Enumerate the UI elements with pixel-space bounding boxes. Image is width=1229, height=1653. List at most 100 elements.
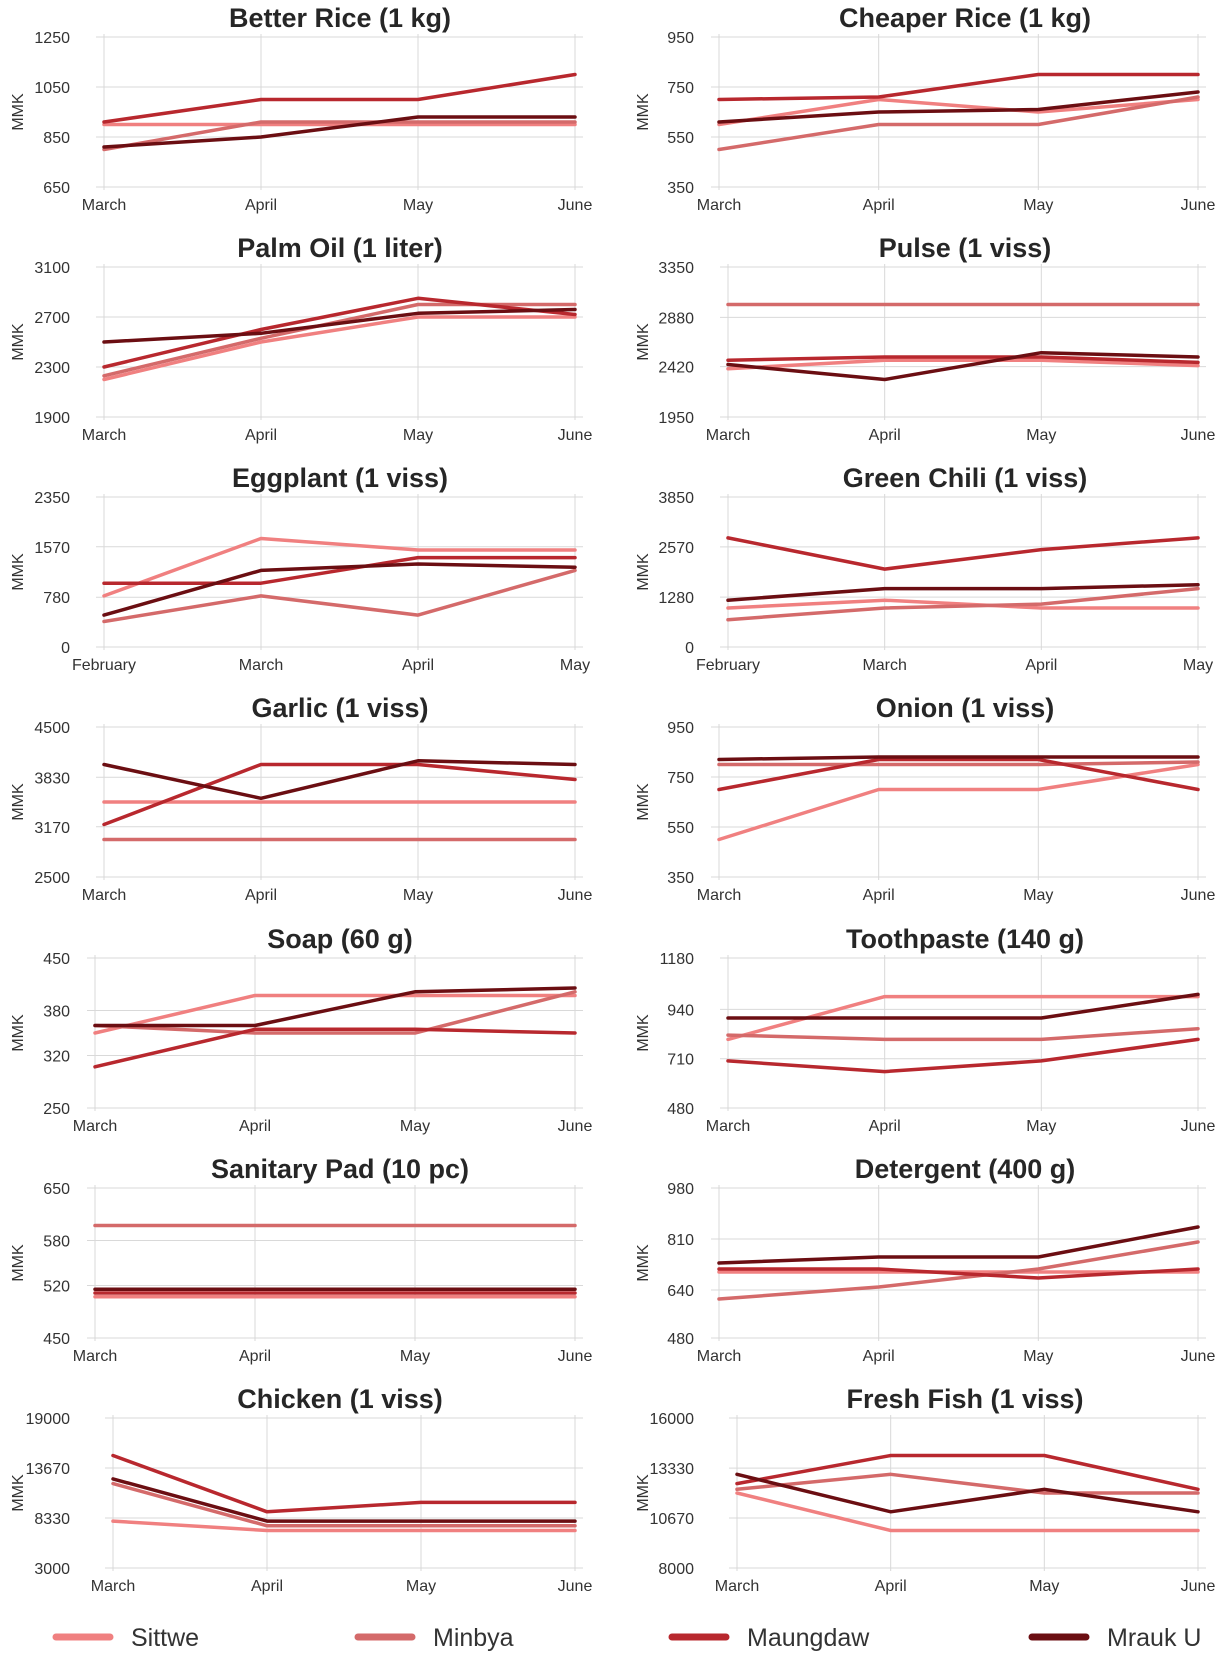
series-line-maungdaw: [93, 1027, 577, 1069]
x-tick-label: March: [73, 1348, 117, 1365]
panel-palm-oil-1-liter: 1900 2300 2700 3100 March April May June MMK Palm…: [10, 233, 592, 444]
chart-title: Sanitary Pad (10 pc): [211, 1154, 469, 1184]
y-tick-label: 650: [43, 180, 70, 197]
y-tick-label: 2420: [658, 360, 694, 377]
x-tick-label: March: [697, 1348, 741, 1365]
chart-title: Toothpaste (140 g): [846, 924, 1084, 954]
x-tick-label: June: [1181, 1578, 1216, 1595]
y-axis-label: MMK: [635, 553, 652, 591]
y-axis-label: MMK: [635, 1244, 652, 1282]
series-line-sittwe: [93, 993, 577, 1035]
y-tick-label: 10670: [650, 1511, 695, 1528]
y-tick-label: 650: [43, 1181, 70, 1198]
x-tick-label: April: [239, 1118, 271, 1135]
chart-title: Eggplant (1 viss): [232, 463, 448, 493]
x-tick-label: June: [558, 1578, 593, 1595]
y-tick-label: 3100: [34, 260, 70, 277]
x-tick-label: April: [251, 1578, 283, 1595]
y-tick-label: 710: [667, 1052, 694, 1069]
y-tick-label: 480: [667, 1101, 694, 1118]
series-line-minbya: [726, 586, 1200, 622]
panel-better-rice-1-kg: 650 850 1050 1250 March April May June MMK Better…: [10, 3, 592, 214]
x-tick-label: March: [697, 887, 741, 904]
x-tick-label: March: [715, 1578, 759, 1595]
y-tick-label: 450: [43, 1331, 70, 1348]
x-tick-label: March: [82, 887, 126, 904]
y-tick-label: 640: [667, 1283, 694, 1300]
series-line-minbya: [102, 568, 577, 624]
y-tick-label: 450: [43, 951, 70, 968]
x-tick-label: June: [558, 427, 593, 444]
series-line-sittwe: [726, 598, 1200, 610]
series-line-mrauk-u: [717, 755, 1200, 762]
legend-item-minbya: Minbya: [354, 1624, 514, 1652]
x-tick-label: May: [403, 887, 433, 904]
x-tick-label: March: [91, 1578, 135, 1595]
y-tick-label: 2350: [34, 490, 70, 507]
series-line-minbya: [102, 120, 577, 152]
x-tick-label: June: [1181, 197, 1216, 214]
y-axis-label: MMK: [10, 1474, 27, 1512]
y-tick-label: 0: [61, 640, 70, 657]
legend-item-sittwe: Sittwe: [52, 1624, 199, 1652]
y-tick-label: 3170: [34, 820, 70, 837]
y-tick-label: 750: [667, 770, 694, 787]
y-tick-label: 580: [43, 1234, 70, 1251]
y-tick-label: 950: [667, 720, 694, 737]
series-line-maungdaw: [102, 762, 577, 827]
series-line-mrauk-u: [726, 582, 1200, 602]
y-tick-label: 1900: [34, 410, 70, 427]
chart-title: Fresh Fish (1 viss): [846, 1384, 1083, 1414]
y-tick-label: 320: [43, 1049, 70, 1066]
x-tick-label: May: [1026, 427, 1056, 444]
panel-fresh-fish-1-viss: 8000 10670 13330 16000 March April May June MMK F…: [635, 1384, 1215, 1595]
series-line-minbya: [726, 1026, 1200, 1042]
panel-onion-1-viss: 350 550 750 950 March April May June MMK Onion (1…: [635, 693, 1215, 904]
series-line-sittwe: [111, 1519, 577, 1533]
chart-title: Pulse (1 viss): [879, 233, 1052, 263]
y-tick-label: 3850: [658, 490, 694, 507]
y-tick-label: 1570: [34, 540, 70, 557]
series-line-mrauk-u: [102, 307, 577, 344]
x-tick-label: April: [1025, 657, 1057, 674]
series-line-maungdaw: [717, 1267, 1200, 1280]
x-tick-label: May: [1026, 1118, 1056, 1135]
x-tick-label: May: [1183, 657, 1213, 674]
series-line-minbya: [735, 1472, 1200, 1495]
y-tick-label: 4500: [34, 720, 70, 737]
x-tick-label: April: [869, 427, 901, 444]
series-line-minbya: [102, 302, 577, 378]
chart-title: Better Rice (1 kg): [229, 3, 451, 33]
panel-eggplant-1-viss: 0 780 1570 2350 February March April May MMK Eggp…: [10, 463, 590, 674]
legend-label: Sittwe: [131, 1624, 199, 1652]
series-line-maungdaw: [726, 1037, 1200, 1074]
y-axis-label: MMK: [10, 1244, 27, 1282]
series-line-sittwe: [717, 762, 1200, 842]
x-tick-label: March: [82, 427, 126, 444]
y-axis-label: MMK: [10, 783, 27, 821]
x-tick-label: May: [400, 1348, 430, 1365]
x-tick-label: May: [1023, 197, 1053, 214]
y-tick-label: 2570: [658, 540, 694, 557]
x-tick-label: April: [239, 1348, 271, 1365]
series-line-mrauk-u: [102, 115, 577, 149]
x-tick-label: May: [1029, 1578, 1059, 1595]
series-line-mrauk-u: [102, 759, 577, 801]
y-tick-label: 1280: [658, 590, 694, 607]
series-line-maungdaw: [111, 1453, 577, 1514]
series-line-minbya: [93, 990, 577, 1035]
x-tick-label: May: [406, 1578, 436, 1595]
x-tick-label: March: [697, 197, 741, 214]
series-line-minbya: [717, 95, 1200, 152]
y-axis-label: MMK: [10, 553, 27, 591]
y-tick-label: 19000: [26, 1411, 71, 1428]
legend-label: Minbya: [433, 1624, 514, 1652]
x-tick-label: June: [1181, 887, 1216, 904]
chart-title: Palm Oil (1 liter): [237, 233, 443, 263]
x-tick-label: April: [245, 197, 277, 214]
x-tick-label: May: [403, 427, 433, 444]
series-line-maungdaw: [726, 536, 1200, 571]
series-line-sittwe: [102, 536, 577, 598]
x-tick-label: March: [706, 427, 750, 444]
legend-item-maungdaw: Maungdaw: [668, 1624, 870, 1652]
